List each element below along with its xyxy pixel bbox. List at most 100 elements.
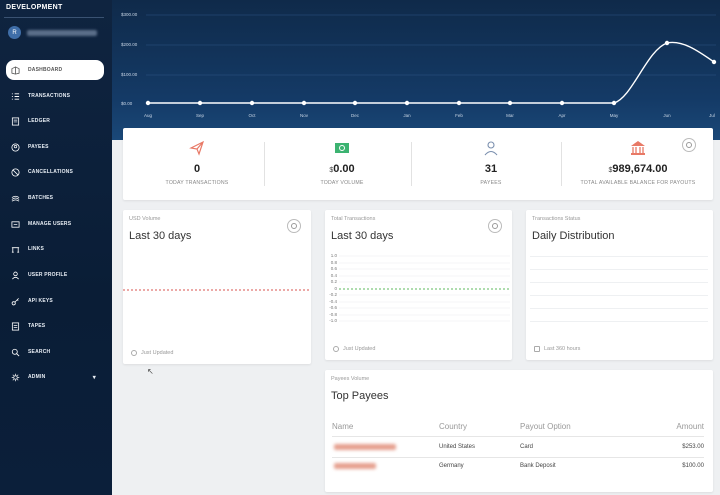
search-icon <box>11 348 20 357</box>
footer-text: Last 360 hours <box>544 346 581 352</box>
usd-volume-card: USD Volume Last 30 days Just Updated <box>123 210 311 364</box>
settings-button[interactable] <box>287 219 301 233</box>
card-kicker: USD Volume <box>129 216 161 222</box>
payee-option: Card <box>520 444 534 450</box>
key-icon <box>11 297 20 306</box>
y-tick: $100.00 <box>121 72 138 77</box>
nav-item-transactions[interactable]: TRANSACTIONS <box>6 86 104 106</box>
gridline <box>530 282 708 283</box>
nav-item-api-keys[interactable]: API KEYS <box>6 291 104 311</box>
y-tick: $300.00 <box>121 12 138 17</box>
stat-label: TODAY VOLUME <box>320 180 364 186</box>
nav-label: MANAGE USERS <box>28 221 72 227</box>
batches-icon <box>11 194 20 203</box>
stat-value: $0.00 <box>273 163 411 175</box>
card-kicker: Total Transactions <box>331 216 376 222</box>
transactions-status-card: Transactions Status Daily Distribution L… <box>526 210 713 360</box>
column-header-name[interactable]: Name <box>332 422 354 431</box>
data-point <box>664 40 670 46</box>
column-header-amount[interactable]: Amount <box>676 422 704 431</box>
payee-name-redacted[interactable] <box>334 444 396 450</box>
data-point <box>352 100 358 106</box>
stat-value: $989,674.00 <box>563 163 713 175</box>
card-footer: Just Updated <box>333 346 375 352</box>
card-title: Last 30 days <box>129 230 192 242</box>
divider <box>4 17 104 18</box>
nav-label: DASHBOARD <box>28 67 63 73</box>
divider <box>561 142 562 186</box>
payee-country: United States <box>439 444 476 450</box>
chevron-down-icon[interactable]: ▾ <box>92 374 96 381</box>
stat-amount: 0.00 <box>333 163 355 175</box>
total-transactions-card: Total Transactions Last 30 days 1.0 0.8 … <box>325 210 512 360</box>
avatar[interactable]: R <box>8 26 21 39</box>
settings-button[interactable] <box>488 219 502 233</box>
card-kicker: Transactions Status <box>532 216 581 222</box>
gear-icon <box>291 223 297 229</box>
nav-item-admin[interactable]: ADMIN ▾ <box>6 367 104 387</box>
tapes-icon <box>11 321 20 331</box>
payee-amount: $100.00 <box>682 463 704 469</box>
monthly-volume-chart: $300.00 $200.00 $100.00 $0.00 Aug Sep Oc… <box>112 0 720 140</box>
volume-line <box>148 41 715 104</box>
nav-item-tapes[interactable]: TAPES <box>6 316 104 336</box>
nav-label: BATCHES <box>28 195 54 201</box>
dashboard-icon <box>11 65 20 75</box>
y-tick: 0.2 <box>330 279 337 284</box>
stat-label: TOTAL AVAILABLE BALANCE FOR PAYOUTS <box>580 180 696 186</box>
x-tick: Mar <box>506 113 514 118</box>
sidebar: DEVELOPMENT R DASHBOARD TRANSACTIONS LED… <box>0 0 112 495</box>
data-point <box>456 100 462 106</box>
y-tick: $200.00 <box>121 42 138 47</box>
data-point <box>611 100 617 106</box>
y-tick: $0.00 <box>121 101 133 106</box>
data-point <box>711 59 717 65</box>
payees-volume-card: Payees Volume Top Payees <box>325 370 713 492</box>
nav-item-search[interactable]: SEARCH <box>6 342 104 362</box>
stat-today-volume: $0.00 TODAY VOLUME <box>273 128 411 200</box>
y-tick: -0.6 <box>329 305 337 310</box>
data-point <box>301 100 307 106</box>
usd-line-chart <box>123 289 311 291</box>
nav-item-manage-users[interactable]: MANAGE USERS <box>6 214 104 234</box>
nav-item-batches[interactable]: BATCHES <box>6 188 104 208</box>
currency-symbol: $ <box>608 167 613 174</box>
stat-value: 31 <box>484 163 498 175</box>
y-tick: -0.4 <box>329 299 337 304</box>
currency-symbol: $ <box>329 167 334 174</box>
payee-name-redacted[interactable] <box>334 463 376 469</box>
y-tick: 0.6 <box>330 266 337 271</box>
divider <box>411 142 412 186</box>
x-tick: Jun <box>663 113 671 118</box>
nav-label: USER PROFILE <box>28 272 68 278</box>
stat-today-transactions: 0 TODAY TRANSACTIONS <box>133 128 261 200</box>
column-header-payout-option[interactable]: Payout Option <box>520 422 571 431</box>
card-title: Last 30 days <box>331 230 394 242</box>
person-icon <box>483 140 499 156</box>
user-account[interactable]: R <box>8 26 97 39</box>
x-tick: Apr <box>558 113 566 118</box>
nav-item-cancellations[interactable]: CANCELLATIONS <box>6 162 104 182</box>
gridline <box>530 321 708 322</box>
nav-item-payees[interactable]: PAYEES <box>6 137 104 157</box>
payee-amount: $253.00 <box>682 444 704 450</box>
data-point <box>249 100 255 106</box>
nav-item-dashboard[interactable]: DASHBOARD <box>6 60 104 80</box>
nav-item-ledger[interactable]: LEDGER <box>6 111 104 131</box>
nav-label: PAYEES <box>28 144 49 150</box>
stat-amount: 989,674.00 <box>612 163 668 175</box>
data-point <box>559 100 565 106</box>
x-tick: Nov <box>299 113 309 118</box>
card-kicker: Payees Volume <box>331 376 370 382</box>
column-header-country[interactable]: Country <box>439 422 468 431</box>
footer-text: Just Updated <box>343 346 376 352</box>
nav-item-links[interactable]: LINKS <box>6 239 104 259</box>
refresh-icon <box>333 346 339 352</box>
settings-button[interactable] <box>682 138 696 152</box>
ledger-icon <box>11 116 20 126</box>
nav-item-user-profile[interactable]: USER PROFILE <box>6 265 104 285</box>
data-points <box>145 40 717 106</box>
y-tick: -0.2 <box>329 292 337 297</box>
x-tick: Jan <box>403 113 411 118</box>
stat-available-balance: $989,674.00 TOTAL AVAILABLE BALANCE FOR … <box>563 128 713 200</box>
